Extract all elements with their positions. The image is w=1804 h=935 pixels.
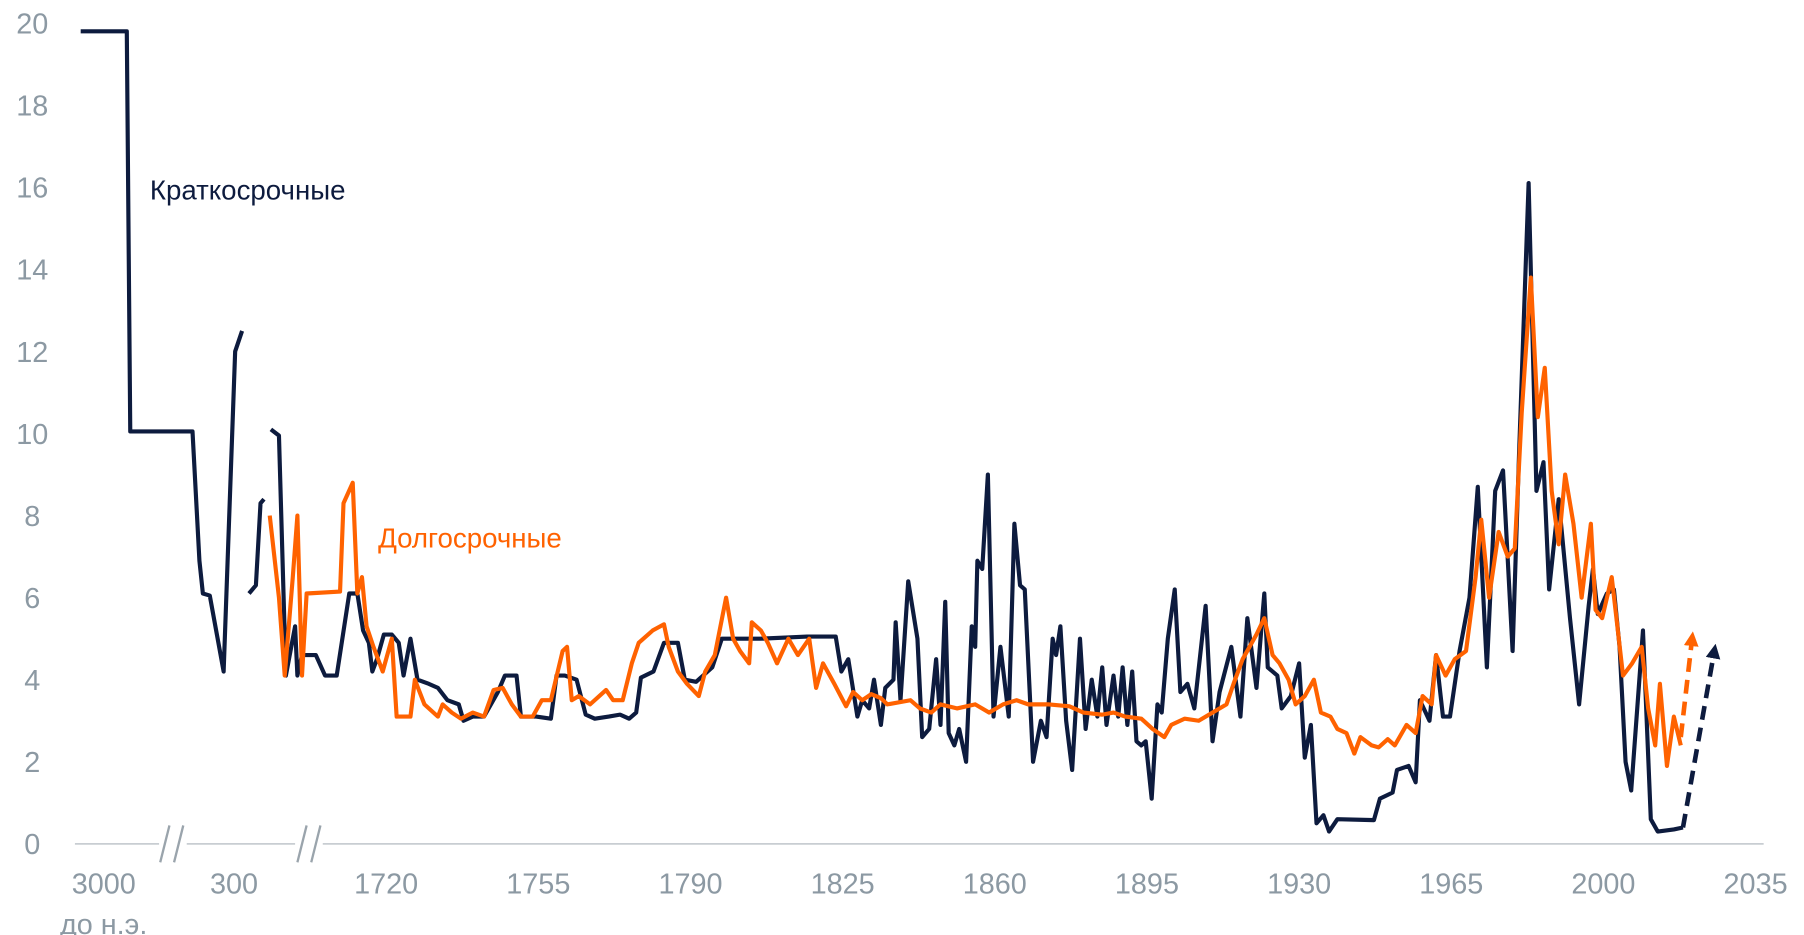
x-tick-label: 1755 [506,868,570,900]
x-tick-label: 1895 [1115,868,1179,900]
x-tick-label: 3000 [72,868,136,900]
y-tick-label: 12 [16,337,48,369]
line-series [80,29,1684,834]
y-tick-label: 0 [24,829,40,861]
forecast-line [1678,631,1699,738]
x-tick-label: 1720 [354,868,418,900]
y-tick-label: 16 [16,173,48,205]
line-series [267,275,1683,769]
x-tick-label: 2000 [1571,868,1635,900]
axis-break [159,824,323,864]
x-tick-label: 1790 [658,868,722,900]
y-tick-label: 10 [16,419,48,451]
y-tick-label: 20 [16,9,48,41]
x-tick-label: 1930 [1267,868,1331,900]
x-tick-label: 1860 [963,868,1027,900]
y-tick-label: 14 [16,255,48,287]
series-label: Долгосрочные [378,523,562,554]
x-tick-label: 1965 [1419,868,1483,900]
x-tick-label: 2035 [1724,868,1788,900]
y-tick-label: 18 [16,91,48,123]
y-tick-label: 4 [24,665,40,697]
y-tick-label: 2 [24,747,40,779]
x-tick-label: 300 [210,868,258,900]
series-label: Краткосрочные [150,174,346,205]
x-tick-label: 1825 [811,868,875,900]
y-tick-label: 8 [24,501,40,533]
forecast-line [1680,643,1721,828]
y-tick-label: 6 [24,583,40,615]
x-tick-note: до н.э. [60,909,147,935]
